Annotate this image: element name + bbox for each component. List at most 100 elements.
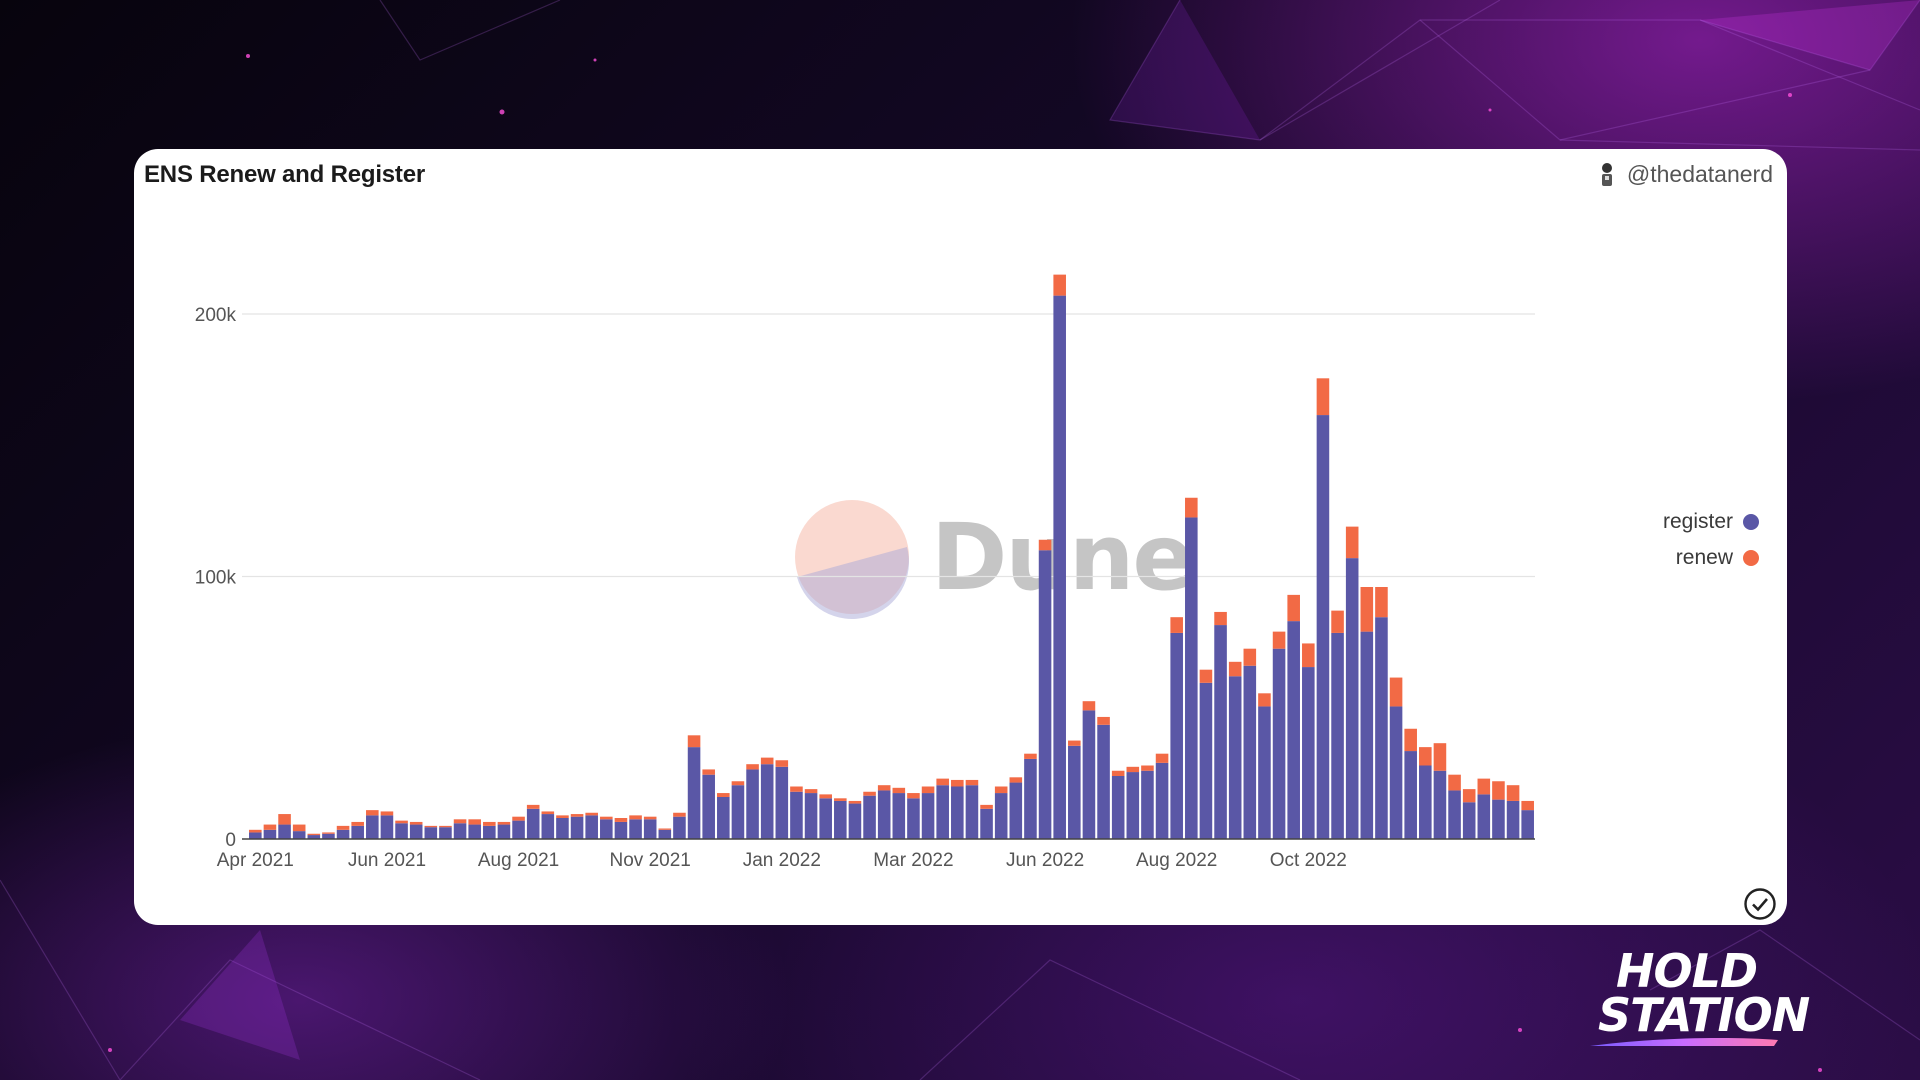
bar-register[interactable] [1111, 776, 1125, 839]
bar-register[interactable] [702, 774, 715, 839]
bar-renew[interactable] [497, 821, 511, 825]
bar-register[interactable] [380, 815, 394, 839]
bar-register[interactable] [336, 829, 350, 839]
bar-renew[interactable] [760, 757, 774, 765]
bar-renew[interactable] [336, 825, 350, 830]
bar-register[interactable] [1199, 682, 1213, 839]
bar-renew[interactable] [980, 804, 993, 809]
bar-register[interactable] [439, 827, 452, 839]
bar-renew[interactable] [965, 779, 979, 786]
bar-renew[interactable] [1082, 701, 1096, 711]
bar-register[interactable] [629, 819, 642, 839]
bar-renew[interactable] [848, 800, 862, 804]
bar-renew[interactable] [1111, 770, 1125, 776]
bar-register[interactable] [1170, 632, 1183, 839]
bar-renew[interactable] [1009, 777, 1023, 783]
bar-renew[interactable] [292, 824, 306, 832]
bar-renew[interactable] [994, 786, 1008, 794]
bar-register[interactable] [921, 793, 935, 839]
bar-register[interactable] [790, 791, 803, 839]
bar-renew[interactable] [643, 816, 657, 820]
bar-renew[interactable] [775, 760, 789, 767]
bar-renew[interactable] [322, 832, 335, 834]
bar-renew[interactable] [804, 789, 818, 794]
bar-register[interactable] [249, 832, 262, 839]
bar-renew[interactable] [351, 821, 364, 826]
bar-register[interactable] [1433, 770, 1447, 839]
bar-register[interactable] [1492, 799, 1505, 839]
bar-register[interactable] [395, 823, 408, 839]
bar-renew[interactable] [600, 816, 613, 820]
bar-renew[interactable] [526, 804, 540, 809]
bar-register[interactable] [1477, 794, 1491, 839]
bar-register[interactable] [673, 816, 686, 839]
bar-renew[interactable] [819, 794, 832, 799]
bar-register[interactable] [307, 835, 321, 839]
bar-renew[interactable] [834, 798, 847, 801]
bar-register[interactable] [994, 793, 1008, 839]
bar-renew[interactable] [1316, 378, 1330, 416]
bar-register[interactable] [863, 795, 876, 839]
bar-renew[interactable] [1448, 774, 1461, 791]
bar-register[interactable] [1521, 810, 1534, 839]
bar-renew[interactable] [1287, 594, 1300, 622]
bar-register[interactable] [848, 803, 862, 839]
bar-register[interactable] [556, 818, 569, 839]
bar-register[interactable] [600, 819, 613, 839]
bar-renew[interactable] [629, 815, 642, 820]
bar-renew[interactable] [278, 814, 291, 825]
bar-renew[interactable] [951, 779, 964, 787]
bar-renew[interactable] [541, 811, 555, 815]
bar-renew[interactable] [731, 781, 745, 786]
bar-renew[interactable] [717, 793, 730, 797]
bar-renew[interactable] [556, 815, 569, 818]
bar-renew[interactable] [1185, 497, 1198, 518]
bar-register[interactable] [453, 823, 467, 839]
bar-register[interactable] [351, 825, 364, 839]
bar-register[interactable] [717, 797, 730, 839]
bar-register[interactable] [483, 825, 496, 839]
author-credit[interactable]: @thedatanerd [1597, 161, 1773, 188]
bar-renew[interactable] [614, 818, 628, 822]
bar-renew[interactable] [1404, 728, 1417, 752]
bar-register[interactable] [512, 820, 525, 839]
bar-renew[interactable] [263, 824, 277, 830]
bar-register[interactable] [278, 824, 291, 839]
bar-renew[interactable] [892, 787, 906, 794]
bar-register[interactable] [1126, 772, 1140, 839]
check-circle-icon[interactable] [1743, 887, 1777, 921]
bar-renew[interactable] [1024, 753, 1037, 759]
bar-renew[interactable] [1331, 610, 1344, 633]
bar-renew[interactable] [409, 821, 423, 825]
bar-renew[interactable] [1053, 274, 1066, 296]
bar-register[interactable] [819, 798, 832, 839]
legend-item-renew[interactable]: renew [1663, 540, 1759, 576]
bar-register[interactable] [1345, 558, 1359, 839]
bar-register[interactable] [731, 785, 745, 839]
bar-register[interactable] [1097, 724, 1110, 839]
bar-register[interactable] [936, 785, 949, 839]
bar-renew[interactable] [1038, 539, 1052, 551]
bar-register[interactable] [614, 821, 628, 839]
bar-register[interactable] [775, 766, 789, 839]
bar-renew[interactable] [380, 811, 394, 816]
bar-renew[interactable] [366, 810, 379, 816]
bar-register[interactable] [1068, 745, 1081, 839]
bar-renew[interactable] [1375, 587, 1388, 618]
bar-renew[interactable] [863, 791, 876, 796]
bar-register[interactable] [570, 816, 584, 839]
legend-item-register[interactable]: register [1663, 504, 1759, 540]
bar-register[interactable] [292, 831, 306, 839]
bar-register[interactable] [980, 808, 993, 839]
bar-register[interactable] [1506, 800, 1520, 839]
bar-register[interactable] [424, 827, 438, 839]
bar-register[interactable] [1389, 706, 1403, 839]
bar-register[interactable] [1185, 517, 1198, 839]
bar-register[interactable] [965, 785, 979, 839]
bar-register[interactable] [892, 793, 906, 839]
bar-register[interactable] [687, 747, 701, 839]
bar-register[interactable] [877, 790, 891, 839]
bar-renew[interactable] [1477, 778, 1491, 795]
bar-renew[interactable] [1199, 669, 1213, 683]
bar-renew[interactable] [1243, 648, 1257, 666]
